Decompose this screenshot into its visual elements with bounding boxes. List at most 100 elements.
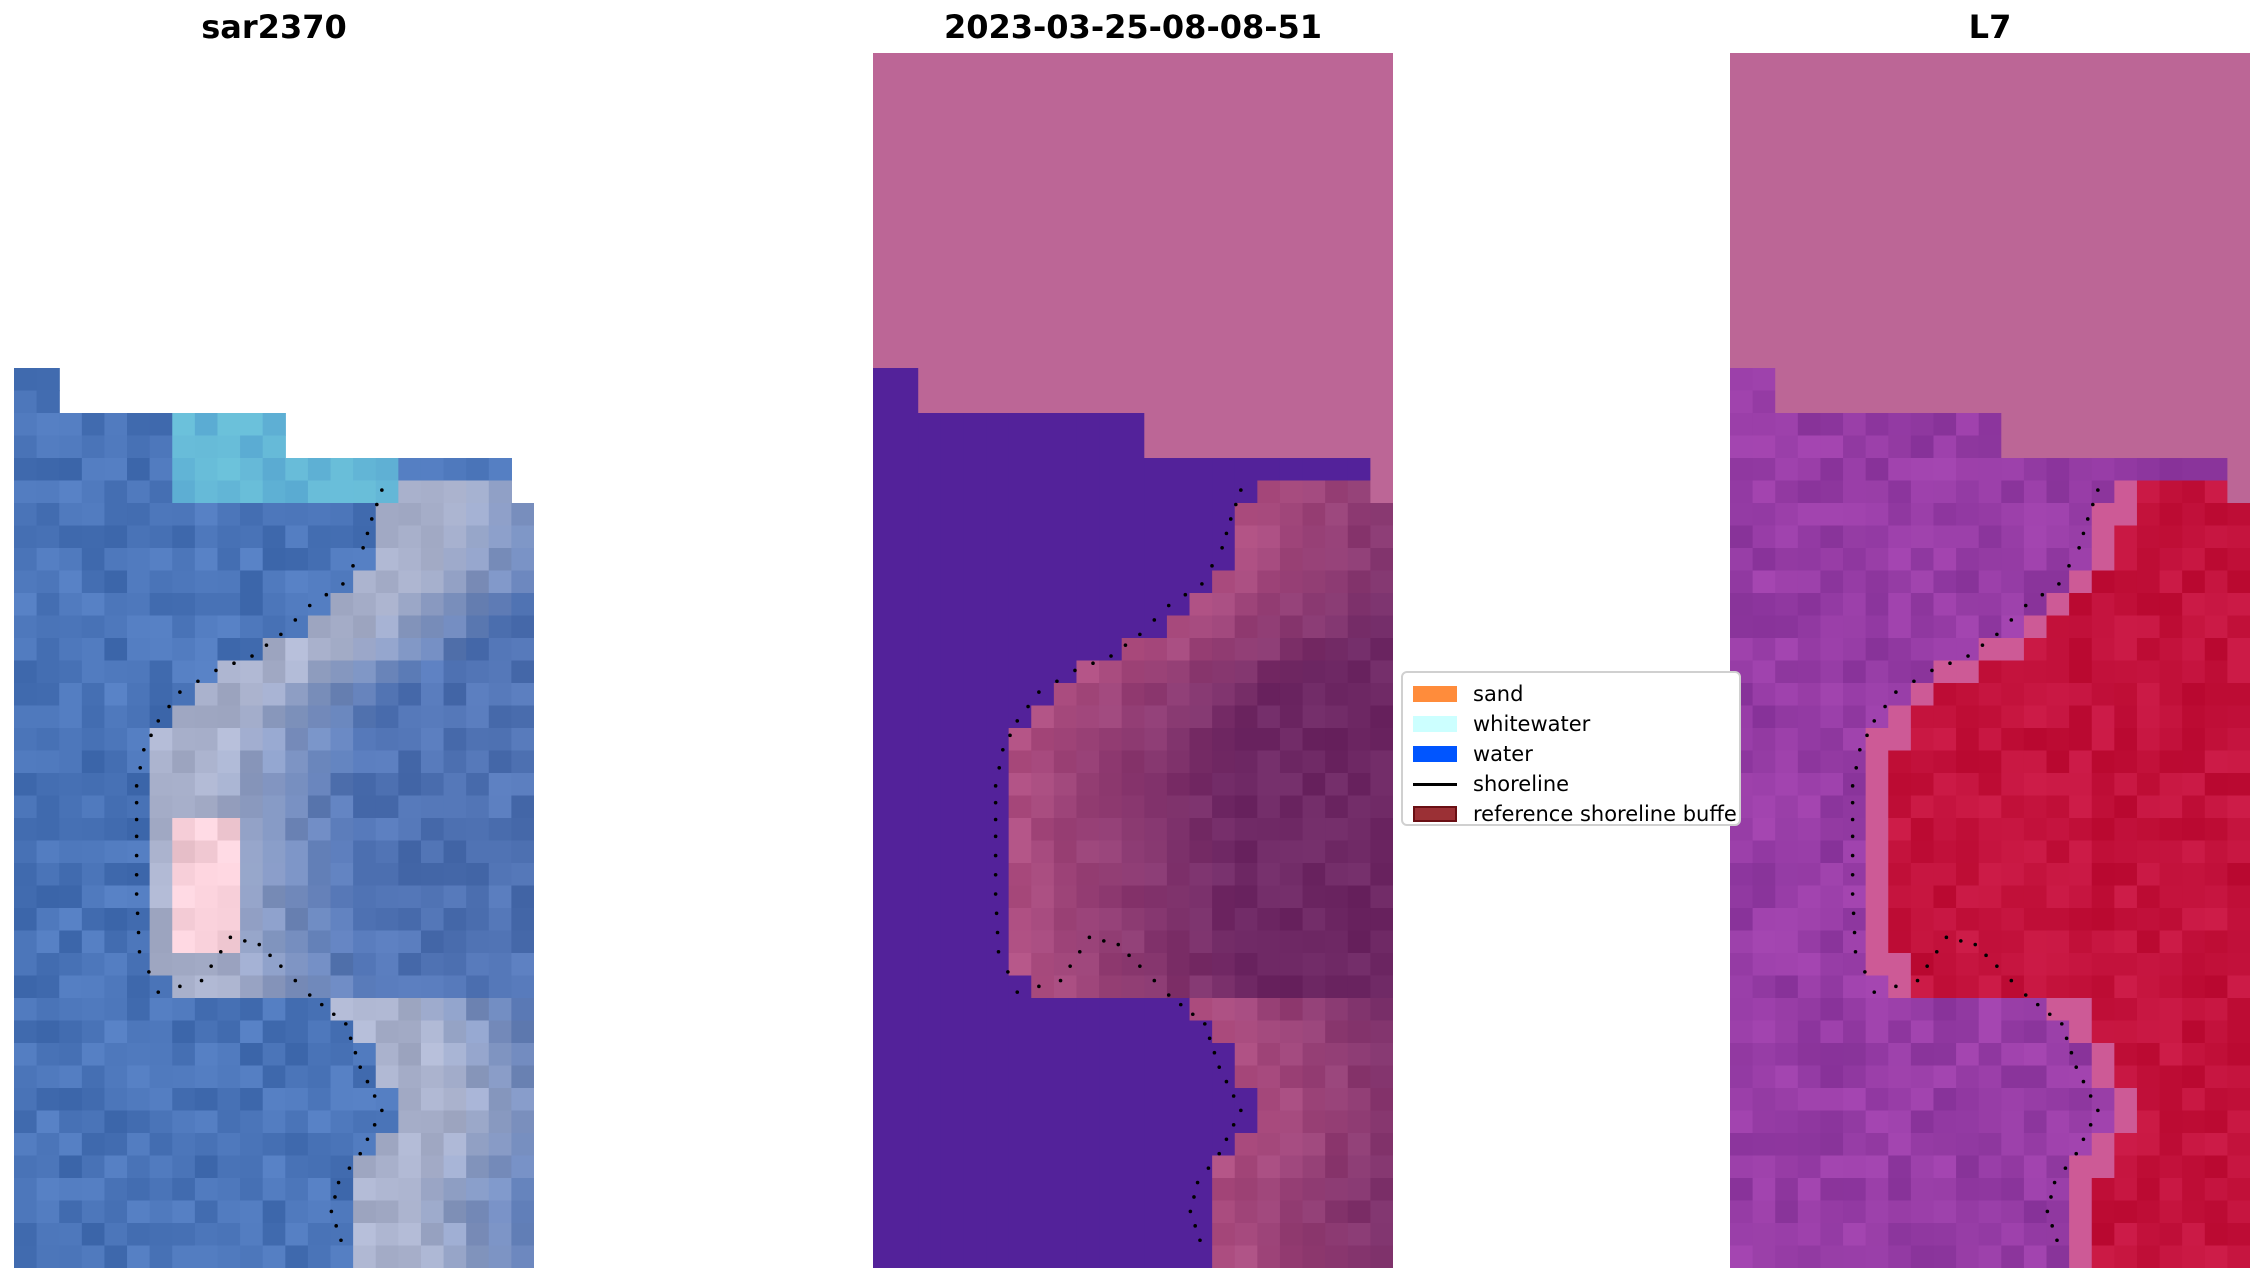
raster-pixel (1865, 345, 1889, 369)
raster-pixel (963, 1088, 987, 1112)
raster-pixel (940, 840, 965, 864)
raster-pixel (1076, 1178, 1100, 1202)
raster-pixel (873, 278, 897, 302)
raster-pixel (1099, 233, 1123, 257)
raster-pixel (1933, 885, 1957, 909)
raster-pixel (2159, 548, 2183, 572)
raster-pixel (466, 1133, 490, 1157)
raster-pixel (466, 683, 490, 707)
raster-pixel (1166, 1223, 1191, 1247)
raster-pixel (1008, 300, 1032, 324)
raster-pixel (1279, 953, 1304, 977)
raster-pixel (986, 1178, 1010, 1202)
raster-pixel (1730, 638, 1754, 662)
raster-pixel (262, 998, 286, 1022)
shoreline-point (1188, 1209, 1193, 1214)
raster-pixel (36, 818, 60, 842)
raster-pixel (1008, 435, 1032, 459)
raster-pixel (1144, 1043, 1168, 1067)
raster-pixel (1752, 1088, 1776, 1112)
raster-pixel (918, 773, 942, 797)
raster-pixel (1933, 615, 1957, 639)
raster-pixel (420, 1110, 445, 1134)
raster-pixel (1730, 435, 1754, 459)
raster-pixel (353, 1110, 377, 1134)
shoreline-point (1006, 970, 1010, 974)
raster-pixel (172, 998, 196, 1022)
raster-pixel (2182, 818, 2206, 842)
raster-pixel (1302, 1223, 1326, 1247)
raster-pixel (488, 1200, 512, 1224)
raster-pixel (1843, 345, 1867, 369)
raster-pixel (2136, 705, 2161, 729)
raster-pixel (986, 570, 1010, 594)
raster-pixel (1302, 75, 1326, 99)
raster-pixel (59, 548, 83, 572)
raster-pixel (36, 998, 60, 1022)
raster-pixel (2136, 1020, 2161, 1044)
raster-pixel (1370, 210, 1393, 234)
raster-pixel (895, 593, 919, 617)
raster-pixel (1189, 930, 1213, 954)
raster-pixel (1370, 750, 1393, 774)
raster-pixel (963, 390, 987, 414)
shoreline-point (2049, 1195, 2053, 1199)
raster-pixel (2046, 278, 2070, 302)
raster-pixel (873, 1223, 897, 1247)
raster-pixel (1775, 548, 1799, 572)
raster-pixel (873, 953, 897, 977)
shoreline-point (2040, 592, 2045, 597)
raster-pixel (1121, 548, 1145, 572)
raster-pixel (1910, 120, 1935, 144)
raster-pixel (2159, 683, 2183, 707)
raster-pixel (1144, 278, 1168, 302)
raster-pixel (1888, 638, 1912, 662)
raster-pixel (511, 1110, 534, 1134)
raster-pixel (895, 120, 919, 144)
raster-pixel (1144, 233, 1168, 257)
raster-pixel (1775, 773, 1799, 797)
raster-pixel (1910, 413, 1935, 437)
raster-pixel (1797, 75, 1822, 99)
raster-pixel (1865, 863, 1889, 887)
raster-pixel (1189, 75, 1213, 99)
raster-pixel (375, 795, 399, 819)
raster-pixel (59, 840, 83, 864)
raster-pixel (240, 1178, 264, 1202)
raster-pixel (873, 1020, 897, 1044)
raster-pixel (81, 795, 106, 819)
raster-pixel (1370, 840, 1393, 864)
raster-pixel (1189, 188, 1213, 212)
raster-pixel (2182, 413, 2206, 437)
raster-pixel (2023, 795, 2048, 819)
raster-pixel (1212, 458, 1236, 482)
raster-pixel (1053, 1043, 1078, 1067)
raster-pixel (1031, 728, 1055, 752)
raster-pixel (14, 638, 38, 662)
raster-pixel (398, 998, 422, 1022)
raster-pixel (2159, 413, 2183, 437)
raster-pixel (1031, 660, 1055, 684)
raster-pixel (81, 953, 106, 977)
raster-pixel (2069, 300, 2093, 324)
raster-pixel (2114, 548, 2138, 572)
raster-pixel (1775, 1020, 1799, 1044)
raster-pixel (466, 728, 490, 752)
raster-pixel (1820, 818, 1844, 842)
raster-pixel (2136, 930, 2161, 954)
raster-pixel (1302, 435, 1326, 459)
raster-pixel (217, 1223, 241, 1247)
raster-pixel (1008, 165, 1032, 189)
raster-pixel (1144, 593, 1168, 617)
raster-pixel (1347, 1133, 1371, 1157)
raster-pixel (1752, 480, 1776, 504)
raster-pixel (1775, 975, 1799, 999)
raster-pixel (1279, 435, 1304, 459)
raster-pixel (873, 1200, 897, 1224)
raster-pixel (285, 930, 309, 954)
raster-pixel (2023, 1223, 2048, 1247)
raster-pixel (2114, 435, 2138, 459)
shoreline-point (1231, 1123, 1236, 1127)
raster-pixel (1099, 1133, 1123, 1157)
raster-pixel (1166, 1065, 1191, 1089)
